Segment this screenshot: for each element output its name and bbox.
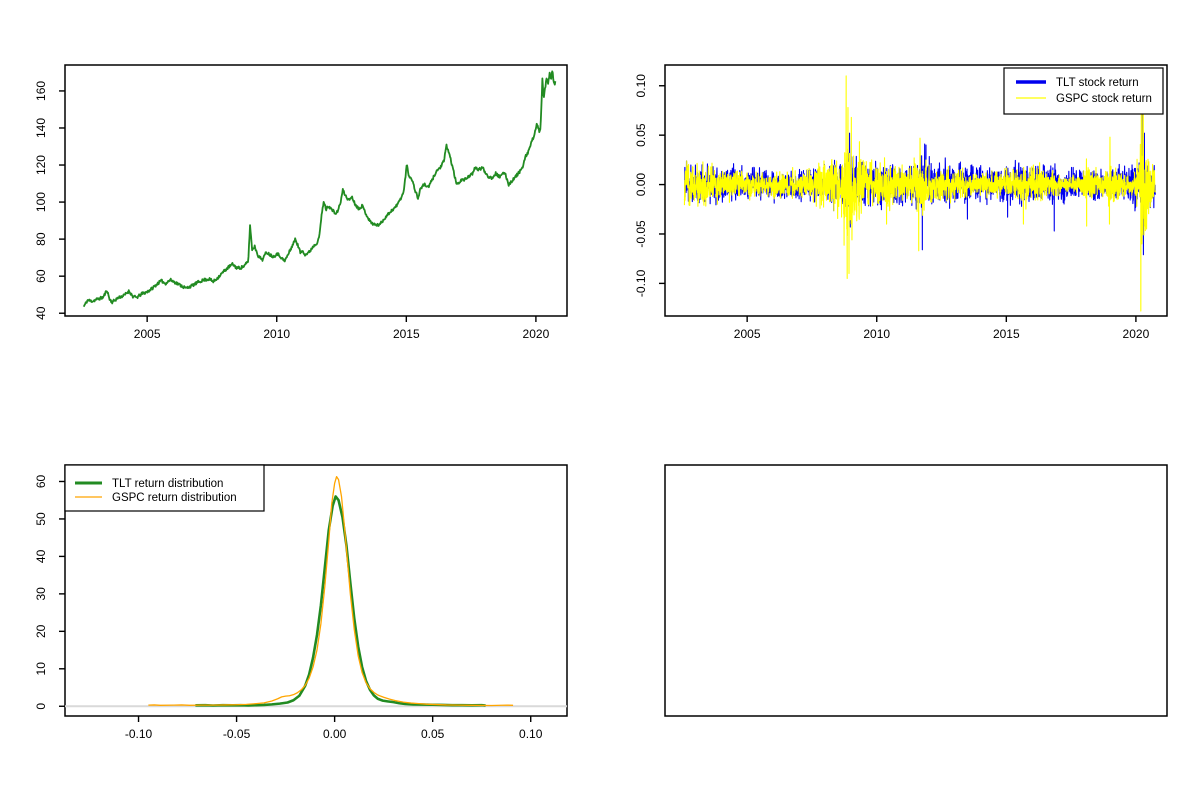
y-tick-label: 20 — [34, 624, 48, 638]
y-tick-label: 50 — [34, 512, 48, 526]
gspc-return-distribution-curve — [148, 475, 514, 707]
x-tick-label: 2020 — [1123, 327, 1150, 341]
x-tick-label: 2015 — [993, 327, 1020, 341]
return-series-legend-label: TLT stock return — [1056, 77, 1139, 89]
x-tick-label: 2010 — [863, 327, 890, 341]
y-tick-label: 140 — [34, 118, 48, 138]
tlt-return-distribution-curve — [195, 495, 486, 707]
y-tick-label: 10 — [34, 662, 48, 676]
x-tick-label: 0.10 — [519, 727, 543, 741]
plot-frame — [64, 64, 568, 317]
y-tick-label: 0.00 — [634, 173, 648, 197]
y-tick-label: 0 — [34, 703, 48, 710]
return-histogram-chart — [664, 464, 1168, 717]
panel-return-density: -0.10 -0.05 0.00 0.05 0.10 0 10 20 30 40 50 60 TLT r… — [0, 400, 600, 800]
x-tick-label: 2005 — [134, 327, 161, 341]
panel-tlt-price: 2005 2010 2015 2020 40 60 80 100 120 140 160 — [0, 0, 600, 400]
return-density-legend-label: GSPC return distribution — [112, 492, 237, 504]
x-tick-label: 2015 — [393, 327, 420, 341]
y-tick-label: 60 — [34, 269, 48, 283]
y-tick-label: 0.05 — [634, 123, 648, 147]
y-tick-label: 120 — [34, 155, 48, 175]
panel-return-histogram — [600, 400, 1200, 800]
x-tick-label: 2005 — [734, 327, 761, 341]
x-tick-label: 0.00 — [323, 727, 347, 741]
y-tick-label: -0.05 — [634, 220, 648, 248]
x-tick-label: 0.05 — [421, 727, 445, 741]
plot-frame — [64, 464, 568, 717]
y-tick-label: 40 — [34, 549, 48, 563]
y-tick-label: -0.10 — [634, 269, 648, 297]
tlt-price-chart: 2005 2010 2015 2020 40 60 80 100 120 140 160 — [34, 64, 568, 341]
plot-frame — [664, 64, 1168, 317]
tlt-price-line — [82, 70, 557, 308]
y-tick-label: 60 — [34, 474, 48, 488]
x-tick-label: 2010 — [263, 327, 290, 341]
y-tick-label: 30 — [34, 587, 48, 601]
y-tick-label: 100 — [34, 192, 48, 212]
return-density-legend-label: TLT return distribution — [112, 478, 223, 490]
y-tick-label: 160 — [34, 81, 48, 101]
plot-frame — [664, 464, 1168, 717]
x-tick-label: 2020 — [523, 327, 550, 341]
return-series-chart: 2005 2010 2015 2020 -0.10 -0.05 0.00 0.05 0.10 TL… — [634, 64, 1168, 341]
return-density-legend-box — [64, 464, 265, 512]
x-tick-label: -0.10 — [125, 727, 153, 741]
gspc-stock-return-line — [683, 75, 1156, 312]
y-tick-label: 40 — [34, 306, 48, 320]
return-series-legend-box — [1003, 67, 1164, 115]
return-density-chart: -0.10 -0.05 0.00 0.05 0.10 0 10 20 30 40 50 60 TLT r… — [34, 464, 568, 741]
return-series-legend-label: GSPC stock return — [1056, 93, 1152, 105]
y-tick-label: 0.10 — [634, 74, 648, 98]
y-tick-label: 80 — [34, 232, 48, 246]
panel-return-series: 2005 2010 2015 2020 -0.10 -0.05 0.00 0.05 0.10 TL… — [600, 0, 1200, 400]
x-tick-label: -0.05 — [223, 727, 251, 741]
